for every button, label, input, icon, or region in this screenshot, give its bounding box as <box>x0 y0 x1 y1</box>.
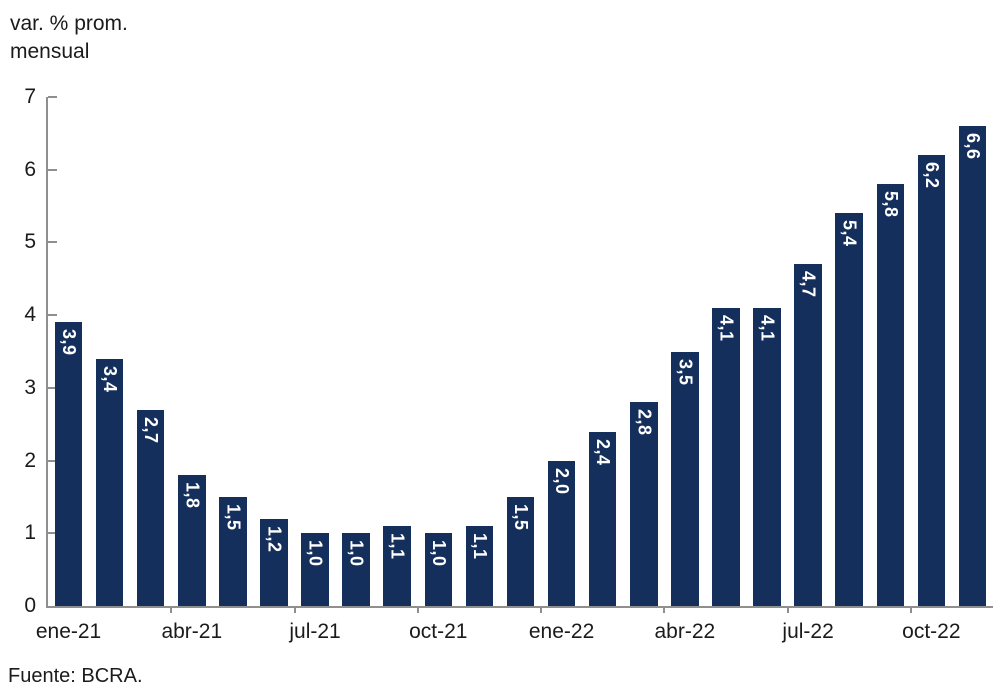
y-axis-label: 5 <box>24 230 36 254</box>
bar-value-label: 1,0 <box>346 540 367 567</box>
bar-value-label: 6,2 <box>921 162 942 189</box>
bar: 5,4 <box>835 213 863 606</box>
bar-value-label: 1,8 <box>182 482 203 509</box>
x-axis-label: oct-22 <box>902 620 961 643</box>
bar-value-label: 1,5 <box>223 503 244 531</box>
bar: 3,5 <box>671 351 699 606</box>
plot-area: 0 1 2 3 4 5 6 7 3,9 3,4 2,7 1,8 1,5 1,2 1,0 1,0 1,1 1,0 1,… <box>24 86 993 643</box>
bar: 1,2 <box>260 518 288 606</box>
x-axis-label: jul-22 <box>782 620 834 643</box>
bar-value-label: 1,0 <box>305 540 326 567</box>
bar: 1,1 <box>465 526 494 606</box>
x-tick <box>663 606 666 613</box>
bar-value-label: 2,7 <box>141 416 162 444</box>
y-axis-label: 4 <box>24 303 36 327</box>
bar-value-label: 2,8 <box>634 409 655 436</box>
bar: 2,7 <box>136 409 165 606</box>
x-axis-label: oct-21 <box>409 620 468 643</box>
bar: 2,8 <box>630 402 658 606</box>
bar: 3,9 <box>54 322 83 606</box>
y-tick <box>48 459 57 462</box>
bar-value-label: 4,1 <box>757 314 778 342</box>
bar: 1,0 <box>301 533 329 606</box>
bar: 1,0 <box>424 533 453 606</box>
bar-value-label: 4,1 <box>716 314 737 342</box>
x-tick <box>170 606 173 613</box>
bar: 4,7 <box>794 264 822 606</box>
x-tick <box>909 606 912 613</box>
bar-value-label: 5,8 <box>880 191 901 218</box>
y-axis-label: 2 <box>24 448 36 472</box>
x-axis-label: ene-22 <box>528 620 595 643</box>
bar: 1,0 <box>342 533 370 606</box>
x-tick <box>293 606 296 613</box>
y-tick <box>48 386 57 389</box>
bar: 1,5 <box>506 496 535 606</box>
source-note: Fuente: BCRA. <box>8 665 143 687</box>
x-axis-label: jul-21 <box>289 620 341 643</box>
x-tick <box>540 606 543 613</box>
bar-value-label: 4,7 <box>798 271 819 298</box>
bar: 1,5 <box>219 496 247 606</box>
y-tick <box>48 96 57 98</box>
bar-value-label: 5,4 <box>839 220 860 247</box>
bar: 1,1 <box>383 526 411 606</box>
bar: 5,8 <box>876 184 905 606</box>
bar: 4,1 <box>753 307 781 606</box>
bar: 3,4 <box>95 358 124 606</box>
bar: 6,6 <box>958 126 987 606</box>
y-tick <box>48 168 57 171</box>
bar-value-label: 3,4 <box>100 365 121 393</box>
bar-value-label: 3,9 <box>59 329 80 356</box>
bar: 2,4 <box>588 431 617 606</box>
y-axis-label: 1 <box>24 521 36 545</box>
x-axis-label: ene-21 <box>35 620 102 643</box>
x-tick <box>416 606 419 613</box>
y-tick <box>48 241 57 244</box>
bar-value-label: 2,4 <box>593 438 614 466</box>
y-axis-label: 6 <box>24 157 36 181</box>
y-tick <box>48 314 57 317</box>
y-axis-label: 7 <box>24 85 36 108</box>
y-axis-title: var. % prom. mensual <box>10 12 128 63</box>
y-axis-label: 3 <box>24 375 36 399</box>
bar-value-label: 1,0 <box>428 540 449 567</box>
bar-value-label: 1,1 <box>387 533 408 560</box>
bar: 2,0 <box>547 460 576 606</box>
bar-value-label: 6,6 <box>962 133 983 160</box>
bar-value-label: 1,1 <box>469 533 490 560</box>
bar-value-label: 2,0 <box>552 467 573 495</box>
bar-value-label: 3,5 <box>675 358 696 386</box>
bar-value-label: 1,5 <box>511 503 531 531</box>
bar: 1,8 <box>178 475 206 606</box>
y-tick <box>48 532 57 535</box>
x-axis-label: abr-22 <box>654 620 716 643</box>
bar: 4,1 <box>712 307 740 606</box>
x-tick <box>786 606 789 613</box>
x-axis-label: abr-21 <box>161 620 223 643</box>
bar-value-label: 1,2 <box>264 525 285 553</box>
y-axis-label: 0 <box>24 594 36 617</box>
bar: 6,2 <box>917 155 946 606</box>
